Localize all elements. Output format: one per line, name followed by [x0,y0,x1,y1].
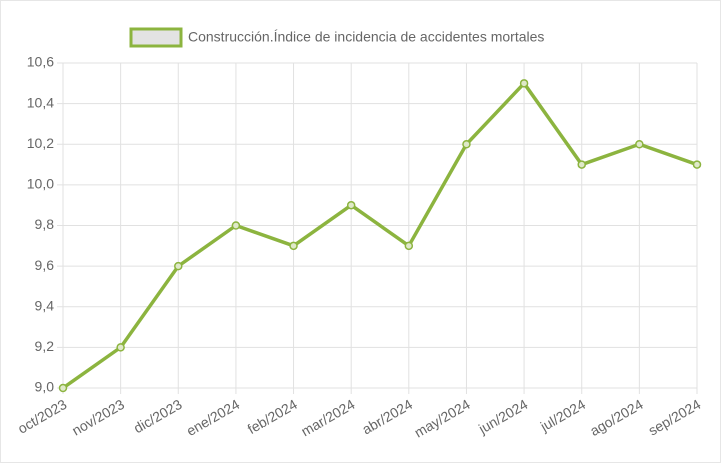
point [58,383,68,393]
y-tick-label: 9,8 [35,216,55,232]
x-tick-label: mar/2024 [298,396,357,440]
point [404,241,414,251]
y-tick-label: 9,0 [35,379,55,395]
point [635,140,644,149]
x-tick-label: ago/2024 [587,396,646,439]
line [61,81,698,390]
x-tick-label: feb/2024 [245,396,300,437]
point [116,343,125,352]
y-tick-label: 9,2 [35,338,55,354]
y-tick-label: 10,4 [27,94,54,110]
point [231,221,241,230]
x-tick-label: jul/2024 [537,396,589,435]
point [462,140,471,149]
x-tick-label: jun/2024 [475,396,531,437]
point [692,160,702,169]
point [577,160,586,169]
y-tick-label: 10,2 [27,135,54,151]
legend-swatch [129,27,183,48]
y-tick-label: 10,0 [27,176,54,192]
x-tick-label: abr/2024 [359,396,415,438]
x-tick-label: ene/2024 [184,396,243,439]
x-tick-label: may/2024 [412,396,473,441]
legend-label: Construcción.Índice de incidencia de acc… [188,29,544,45]
point [346,200,356,210]
y-tick-label: 10,6 [27,54,54,70]
y-tick-label: 9,4 [35,297,55,313]
y-tick-label: 9,6 [35,257,55,273]
x-tick-label: sep/2024 [645,396,703,439]
x-tick-label: nov/2023 [69,396,127,439]
x-tick-label: dic/2023 [131,396,185,436]
x-tick-label: oct/2023 [15,396,70,437]
point [174,261,183,271]
point [289,241,298,251]
point [519,79,529,88]
